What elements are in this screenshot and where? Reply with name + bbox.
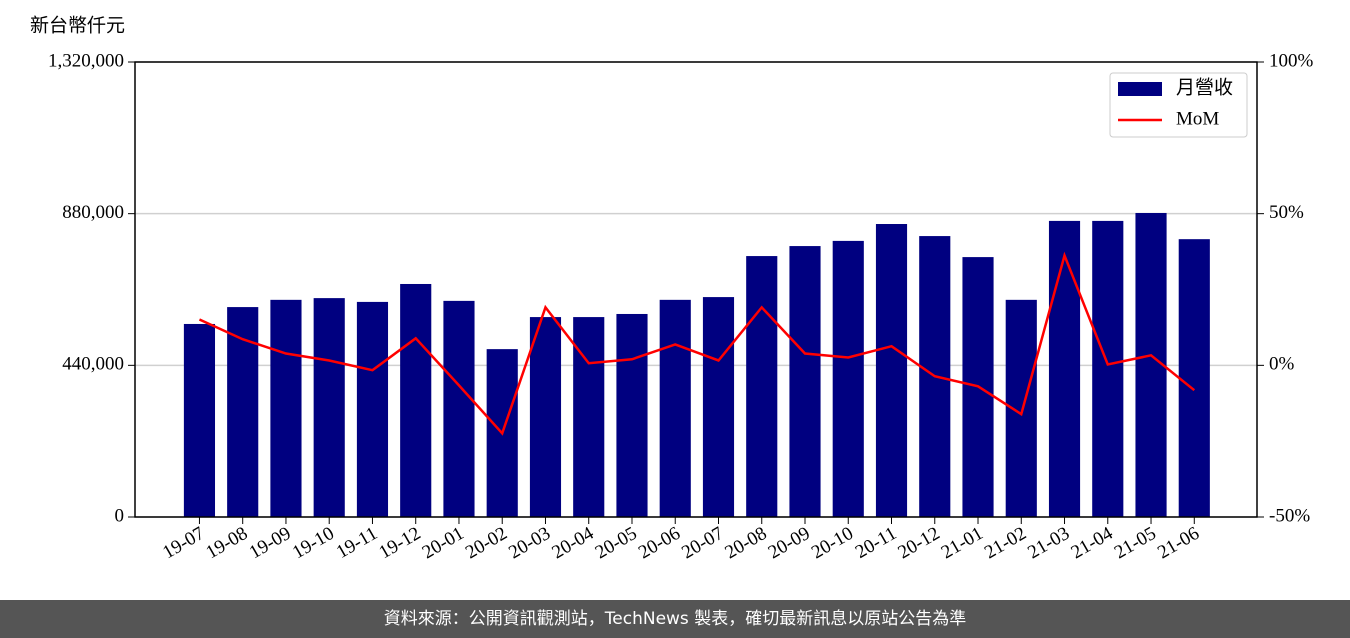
footer: 資料來源：公開資訊觀測站，TechNews 製表，確切最新訊息以原站公告為準 bbox=[0, 600, 1350, 638]
x-tick-label: 20-03 bbox=[505, 523, 554, 563]
x-tick-group: 20-10 bbox=[808, 523, 857, 563]
y2-tick-label: 50% bbox=[1269, 202, 1304, 223]
plot-frame bbox=[134, 61, 1258, 518]
bar bbox=[702, 297, 735, 517]
x-tick-group: 21-05 bbox=[1111, 523, 1160, 563]
legend-label: MoM bbox=[1176, 108, 1219, 129]
x-tick-label: 19-11 bbox=[333, 523, 381, 563]
x-tick-label: 20-11 bbox=[852, 523, 900, 563]
x-tick-label: 19-10 bbox=[289, 523, 338, 563]
x-tick-group: 20-09 bbox=[765, 523, 814, 563]
x-tick-label: 20-02 bbox=[462, 523, 511, 563]
y-tick-label: 880,000 bbox=[62, 202, 124, 223]
y2-tick-label: 0% bbox=[1269, 354, 1295, 375]
x-tick-group: 19-11 bbox=[333, 523, 381, 563]
x-tick-group: 20-05 bbox=[592, 523, 641, 563]
bar bbox=[270, 299, 302, 517]
x-tick-label: 19-12 bbox=[376, 523, 425, 563]
x-tick-label: 21-05 bbox=[1111, 523, 1160, 563]
bar bbox=[529, 317, 562, 517]
bar bbox=[616, 313, 648, 517]
legend-label: 月營收 bbox=[1176, 76, 1233, 98]
x-tick-group: 21-04 bbox=[1068, 523, 1117, 564]
y-tick-label: 440,000 bbox=[62, 354, 124, 375]
bar bbox=[356, 301, 389, 517]
bar bbox=[400, 283, 432, 517]
bar bbox=[1048, 220, 1081, 517]
x-tick-group: 20-11 bbox=[852, 523, 900, 563]
x-tick-label: 21-02 bbox=[981, 523, 1030, 563]
x-tick-label: 19-08 bbox=[202, 523, 251, 563]
bar bbox=[1092, 220, 1124, 517]
x-tick-group: 21-03 bbox=[1024, 523, 1073, 563]
chart: 新台幣仟元 0 440,000 880,000 1,320,000 -50% 0% 50% 1… bbox=[30, 14, 1314, 564]
legend-swatch bbox=[1118, 82, 1162, 96]
bar bbox=[789, 246, 821, 517]
x-tick-group: 19-12 bbox=[376, 523, 425, 563]
bar bbox=[875, 224, 908, 517]
x-tick-label: 20-10 bbox=[808, 523, 857, 563]
bar bbox=[1178, 239, 1210, 517]
x-tick-label: 20-12 bbox=[895, 523, 944, 563]
x-tick-group: 19-07 bbox=[159, 523, 208, 563]
bar bbox=[659, 299, 691, 517]
y2-tick-label: -50% bbox=[1269, 505, 1310, 526]
x-tick-group: 20-07 bbox=[678, 523, 727, 563]
y-axis-label: 新台幣仟元 bbox=[30, 14, 125, 36]
x-tick-label: 20-07 bbox=[678, 523, 727, 563]
x-tick-group: 20-08 bbox=[722, 523, 771, 563]
bar bbox=[746, 256, 778, 517]
x-tick-group: 21-02 bbox=[981, 523, 1030, 563]
y-tick-label: 1,320,000 bbox=[48, 50, 124, 71]
x-tick-label: 21-01 bbox=[938, 523, 987, 563]
bar bbox=[183, 323, 216, 517]
bar bbox=[313, 298, 345, 517]
x-tick-group: 20-03 bbox=[505, 523, 554, 563]
x-tick-label: 20-06 bbox=[635, 523, 684, 563]
x-tick-group: 20-02 bbox=[462, 523, 511, 563]
x-tick-group: 20-04 bbox=[549, 523, 598, 564]
x-tick-group: 19-09 bbox=[246, 523, 295, 563]
x-tick-group: 21-01 bbox=[938, 523, 987, 563]
x-tick-label: 21-06 bbox=[1154, 523, 1203, 563]
x-tick-group: 21-06 bbox=[1154, 523, 1203, 563]
x-tick-label: 21-03 bbox=[1024, 523, 1073, 563]
bar bbox=[443, 300, 475, 517]
y2-tick-label: 100% bbox=[1269, 50, 1314, 71]
x-tick-group: 20-12 bbox=[895, 523, 944, 563]
x-tick-label: 21-04 bbox=[1068, 523, 1117, 564]
x-tick-label: 19-07 bbox=[159, 523, 208, 563]
x-tick-group: 19-08 bbox=[202, 523, 251, 563]
line bbox=[198, 251, 1196, 436]
x-tick-label: 19-09 bbox=[246, 523, 295, 563]
y-tick-label: 0 bbox=[115, 505, 125, 526]
x-tick-label: 20-04 bbox=[549, 523, 598, 564]
x-tick-label: 20-05 bbox=[592, 523, 641, 563]
x-tick-group: 19-10 bbox=[289, 523, 338, 563]
x-tick-label: 20-08 bbox=[722, 523, 771, 563]
x-tick-label: 20-01 bbox=[419, 523, 468, 563]
x-tick-group: 20-01 bbox=[419, 523, 468, 563]
x-tick-label: 20-09 bbox=[765, 523, 814, 563]
x-tick-group: 20-06 bbox=[635, 523, 684, 563]
bar bbox=[832, 240, 864, 518]
bar bbox=[573, 317, 605, 517]
